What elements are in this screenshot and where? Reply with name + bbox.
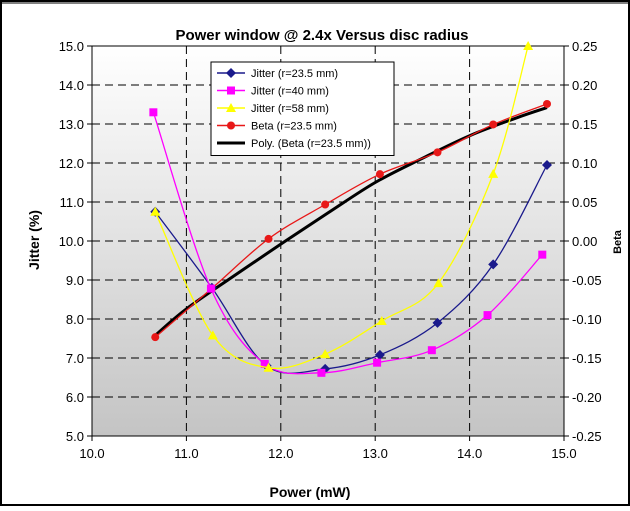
data-point [260,359,269,368]
data-point [151,333,160,342]
x-tick-label: 10.0 [79,446,104,461]
legend-marker [226,68,236,78]
data-point [149,108,158,117]
data-point [433,148,442,157]
data-point [483,311,492,320]
data-point [543,99,552,108]
data-point [538,250,547,259]
data-point [488,168,499,178]
data-point [542,159,553,170]
y-tick-label: 6.0 [66,390,84,405]
y2-axis-label: Beta [612,229,624,254]
y2-tick-label: 0.10 [572,156,597,171]
legend-item: Jitter (r=23.5 mm) [217,68,338,80]
data-point [376,315,387,325]
y2-tick-label: 0.25 [572,39,597,54]
y2-tick-label: -0.25 [572,429,602,444]
legend-marker [227,86,235,95]
y-tick-label: 13.0 [59,117,84,132]
y2-tick-label: 0.05 [572,195,597,210]
x-tick-label: 13.0 [363,446,388,461]
data-point [373,358,382,367]
legend-marker [227,121,235,130]
data-point [264,234,273,243]
y-tick-label: 15.0 [59,39,84,54]
legend-label: Beta (r=23.5 mm) [251,121,337,133]
y2-tick-label: 0.15 [572,117,597,132]
axes: 5.0 6.0 7.0 8.0 9.0 10.0 11.0 12.0 13.0 14.0 15.0 -… [59,39,602,461]
data-point [432,317,443,328]
data-point [317,368,326,377]
y-tick-label: 11.0 [60,195,84,210]
legend-label: Jitter (r=40 mm) [251,86,329,98]
series-1 [149,108,547,377]
y-tick-label: 9.0 [66,273,84,288]
y-axis-label: Jitter (%) [26,210,42,270]
data-point [150,206,161,216]
y-tick-label: 7.0 [66,351,84,366]
data-point [489,120,498,129]
data-point [207,330,218,340]
data-point [375,170,384,179]
x-tick-label: 12.0 [268,446,293,461]
data-point [523,41,534,50]
legend-label: Jitter (r=23.5 mm) [251,68,338,80]
legend-marker [226,103,236,112]
data-point [374,349,385,360]
series-2 [150,41,534,372]
y-tick-label: 5.0 [66,429,84,444]
data-point [433,278,444,288]
y-tick-label: 8.0 [66,312,84,327]
y2-tick-label: 0.00 [572,234,597,249]
x-tick-label: 15.0 [551,446,576,461]
x-axis-label: Power (mW) [270,484,351,500]
legend: Jitter (r=23.5 mm) Jitter (r=40 mm) Jitter… [210,61,395,156]
y2-tick-label: -0.20 [572,390,602,405]
data-point [321,200,330,209]
y-tick-label: 14.0 [59,78,84,93]
data-point [488,259,499,270]
legend-item: Beta (r=23.5 mm) [217,121,337,133]
series-layer [149,41,553,377]
y-tick-label: 12.0 [59,156,84,171]
y2-tick-label: 0.20 [572,78,597,93]
legend-item: Jitter (r=40 mm) [217,86,329,98]
data-point [427,346,436,355]
legend-label: Jitter (r=58 mm) [251,103,329,115]
data-point [320,349,331,359]
x-tick-label: 11.0 [174,446,198,461]
y2-tick-label: -0.10 [572,312,602,327]
data-point [206,284,215,293]
y-tick-label: 10.0 [59,234,84,249]
y2-tick-label: -0.05 [572,273,602,288]
data-point [263,362,274,372]
x-tick-label: 14.0 [457,446,482,461]
legend-item: Jitter (r=58 mm) [217,103,329,115]
legend-item: Poly. (Beta (r=23.5 mm)) [217,138,371,150]
y2-tick-label: -0.15 [572,351,602,366]
legend-label: Poly. (Beta (r=23.5 mm)) [251,138,371,150]
chart-title: Power window @ 2.4x Versus disc radius [175,27,468,44]
